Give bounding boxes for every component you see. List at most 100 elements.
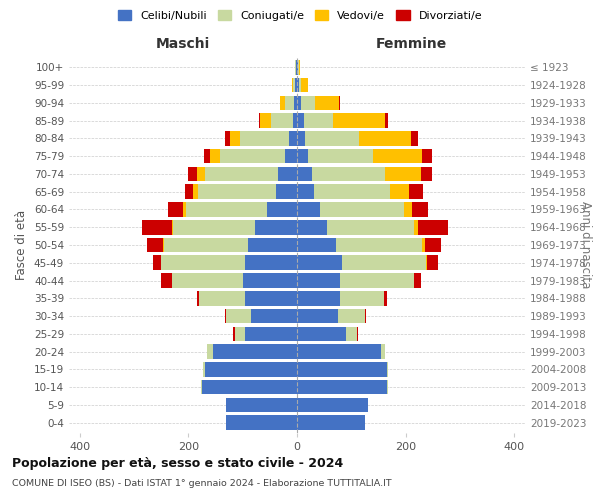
Bar xyxy=(205,166,278,181)
Bar xyxy=(245,291,297,306)
Bar xyxy=(299,60,300,74)
Bar xyxy=(425,256,427,270)
Bar xyxy=(340,274,414,288)
Bar xyxy=(284,96,294,110)
Bar xyxy=(373,149,422,164)
Bar xyxy=(297,60,298,74)
Bar xyxy=(245,326,297,341)
Bar xyxy=(208,344,213,359)
Bar xyxy=(164,238,248,252)
Bar xyxy=(183,202,186,216)
Bar xyxy=(359,131,411,146)
Bar xyxy=(422,149,431,164)
Bar xyxy=(243,274,297,288)
Bar xyxy=(386,362,388,376)
Bar xyxy=(295,60,296,74)
Bar xyxy=(225,131,230,146)
Bar xyxy=(161,256,245,270)
Bar xyxy=(259,114,260,128)
Bar xyxy=(146,238,163,252)
Bar xyxy=(277,184,297,199)
Bar xyxy=(336,238,422,252)
Bar xyxy=(186,202,267,216)
Bar xyxy=(172,274,243,288)
Bar xyxy=(260,114,271,128)
Bar xyxy=(293,78,295,92)
Bar xyxy=(226,416,297,430)
Bar xyxy=(197,166,205,181)
Bar xyxy=(411,131,418,146)
Bar xyxy=(414,220,418,234)
Bar xyxy=(346,326,357,341)
Bar xyxy=(297,131,305,146)
Bar xyxy=(425,238,441,252)
Bar xyxy=(210,149,220,164)
Bar xyxy=(421,166,431,181)
Bar xyxy=(418,220,448,234)
Bar xyxy=(299,78,301,92)
Bar xyxy=(386,380,388,394)
Bar xyxy=(267,202,297,216)
Bar xyxy=(163,238,164,252)
Bar xyxy=(297,78,299,92)
Bar xyxy=(308,149,373,164)
Bar xyxy=(409,184,423,199)
Bar xyxy=(197,291,199,306)
Bar xyxy=(233,326,235,341)
Bar xyxy=(172,220,173,234)
Bar xyxy=(297,380,386,394)
Bar xyxy=(220,149,285,164)
Bar xyxy=(384,291,386,306)
Bar xyxy=(297,256,341,270)
Bar xyxy=(315,96,340,110)
Bar xyxy=(327,220,414,234)
Text: COMUNE DI ISEO (BS) - Dati ISTAT 1° gennaio 2024 - Elaborazione TUTTITALIA.IT: COMUNE DI ISEO (BS) - Dati ISTAT 1° genn… xyxy=(12,479,392,488)
Bar xyxy=(297,362,386,376)
Bar xyxy=(297,149,308,164)
Bar xyxy=(188,166,197,181)
Bar xyxy=(295,78,297,92)
Bar xyxy=(381,344,385,359)
Bar xyxy=(312,166,385,181)
Bar xyxy=(293,114,297,128)
Bar xyxy=(297,326,346,341)
Bar xyxy=(280,96,284,110)
Bar xyxy=(294,96,297,110)
Bar xyxy=(152,256,161,270)
Bar xyxy=(414,274,421,288)
Text: Maschi: Maschi xyxy=(156,38,210,52)
Bar xyxy=(297,202,320,216)
Bar xyxy=(201,380,202,394)
Bar xyxy=(161,274,172,288)
Bar xyxy=(168,202,183,216)
Bar xyxy=(404,202,412,216)
Bar xyxy=(240,131,289,146)
Y-axis label: Anni di nascita: Anni di nascita xyxy=(579,202,592,288)
Bar xyxy=(385,114,388,128)
Bar xyxy=(230,131,240,146)
Bar xyxy=(199,291,245,306)
Bar xyxy=(297,220,327,234)
Bar xyxy=(213,344,297,359)
Bar xyxy=(320,202,404,216)
Bar xyxy=(341,256,425,270)
Bar xyxy=(334,114,385,128)
Bar xyxy=(297,291,340,306)
Bar xyxy=(357,326,358,341)
Legend: Celibi/Nubili, Coniugati/e, Vedovi/e, Divorziati/e: Celibi/Nubili, Coniugati/e, Vedovi/e, Di… xyxy=(113,6,487,25)
Bar xyxy=(391,184,409,199)
Bar xyxy=(314,184,391,199)
Bar xyxy=(340,291,384,306)
Bar xyxy=(205,362,297,376)
Bar xyxy=(278,166,297,181)
Bar xyxy=(297,398,368,412)
Bar xyxy=(305,131,359,146)
Bar xyxy=(365,309,366,324)
Bar xyxy=(292,78,293,92)
Bar xyxy=(285,149,297,164)
Bar xyxy=(251,309,297,324)
Bar xyxy=(203,149,210,164)
Bar xyxy=(254,220,297,234)
Bar xyxy=(297,344,381,359)
Bar xyxy=(338,309,365,324)
